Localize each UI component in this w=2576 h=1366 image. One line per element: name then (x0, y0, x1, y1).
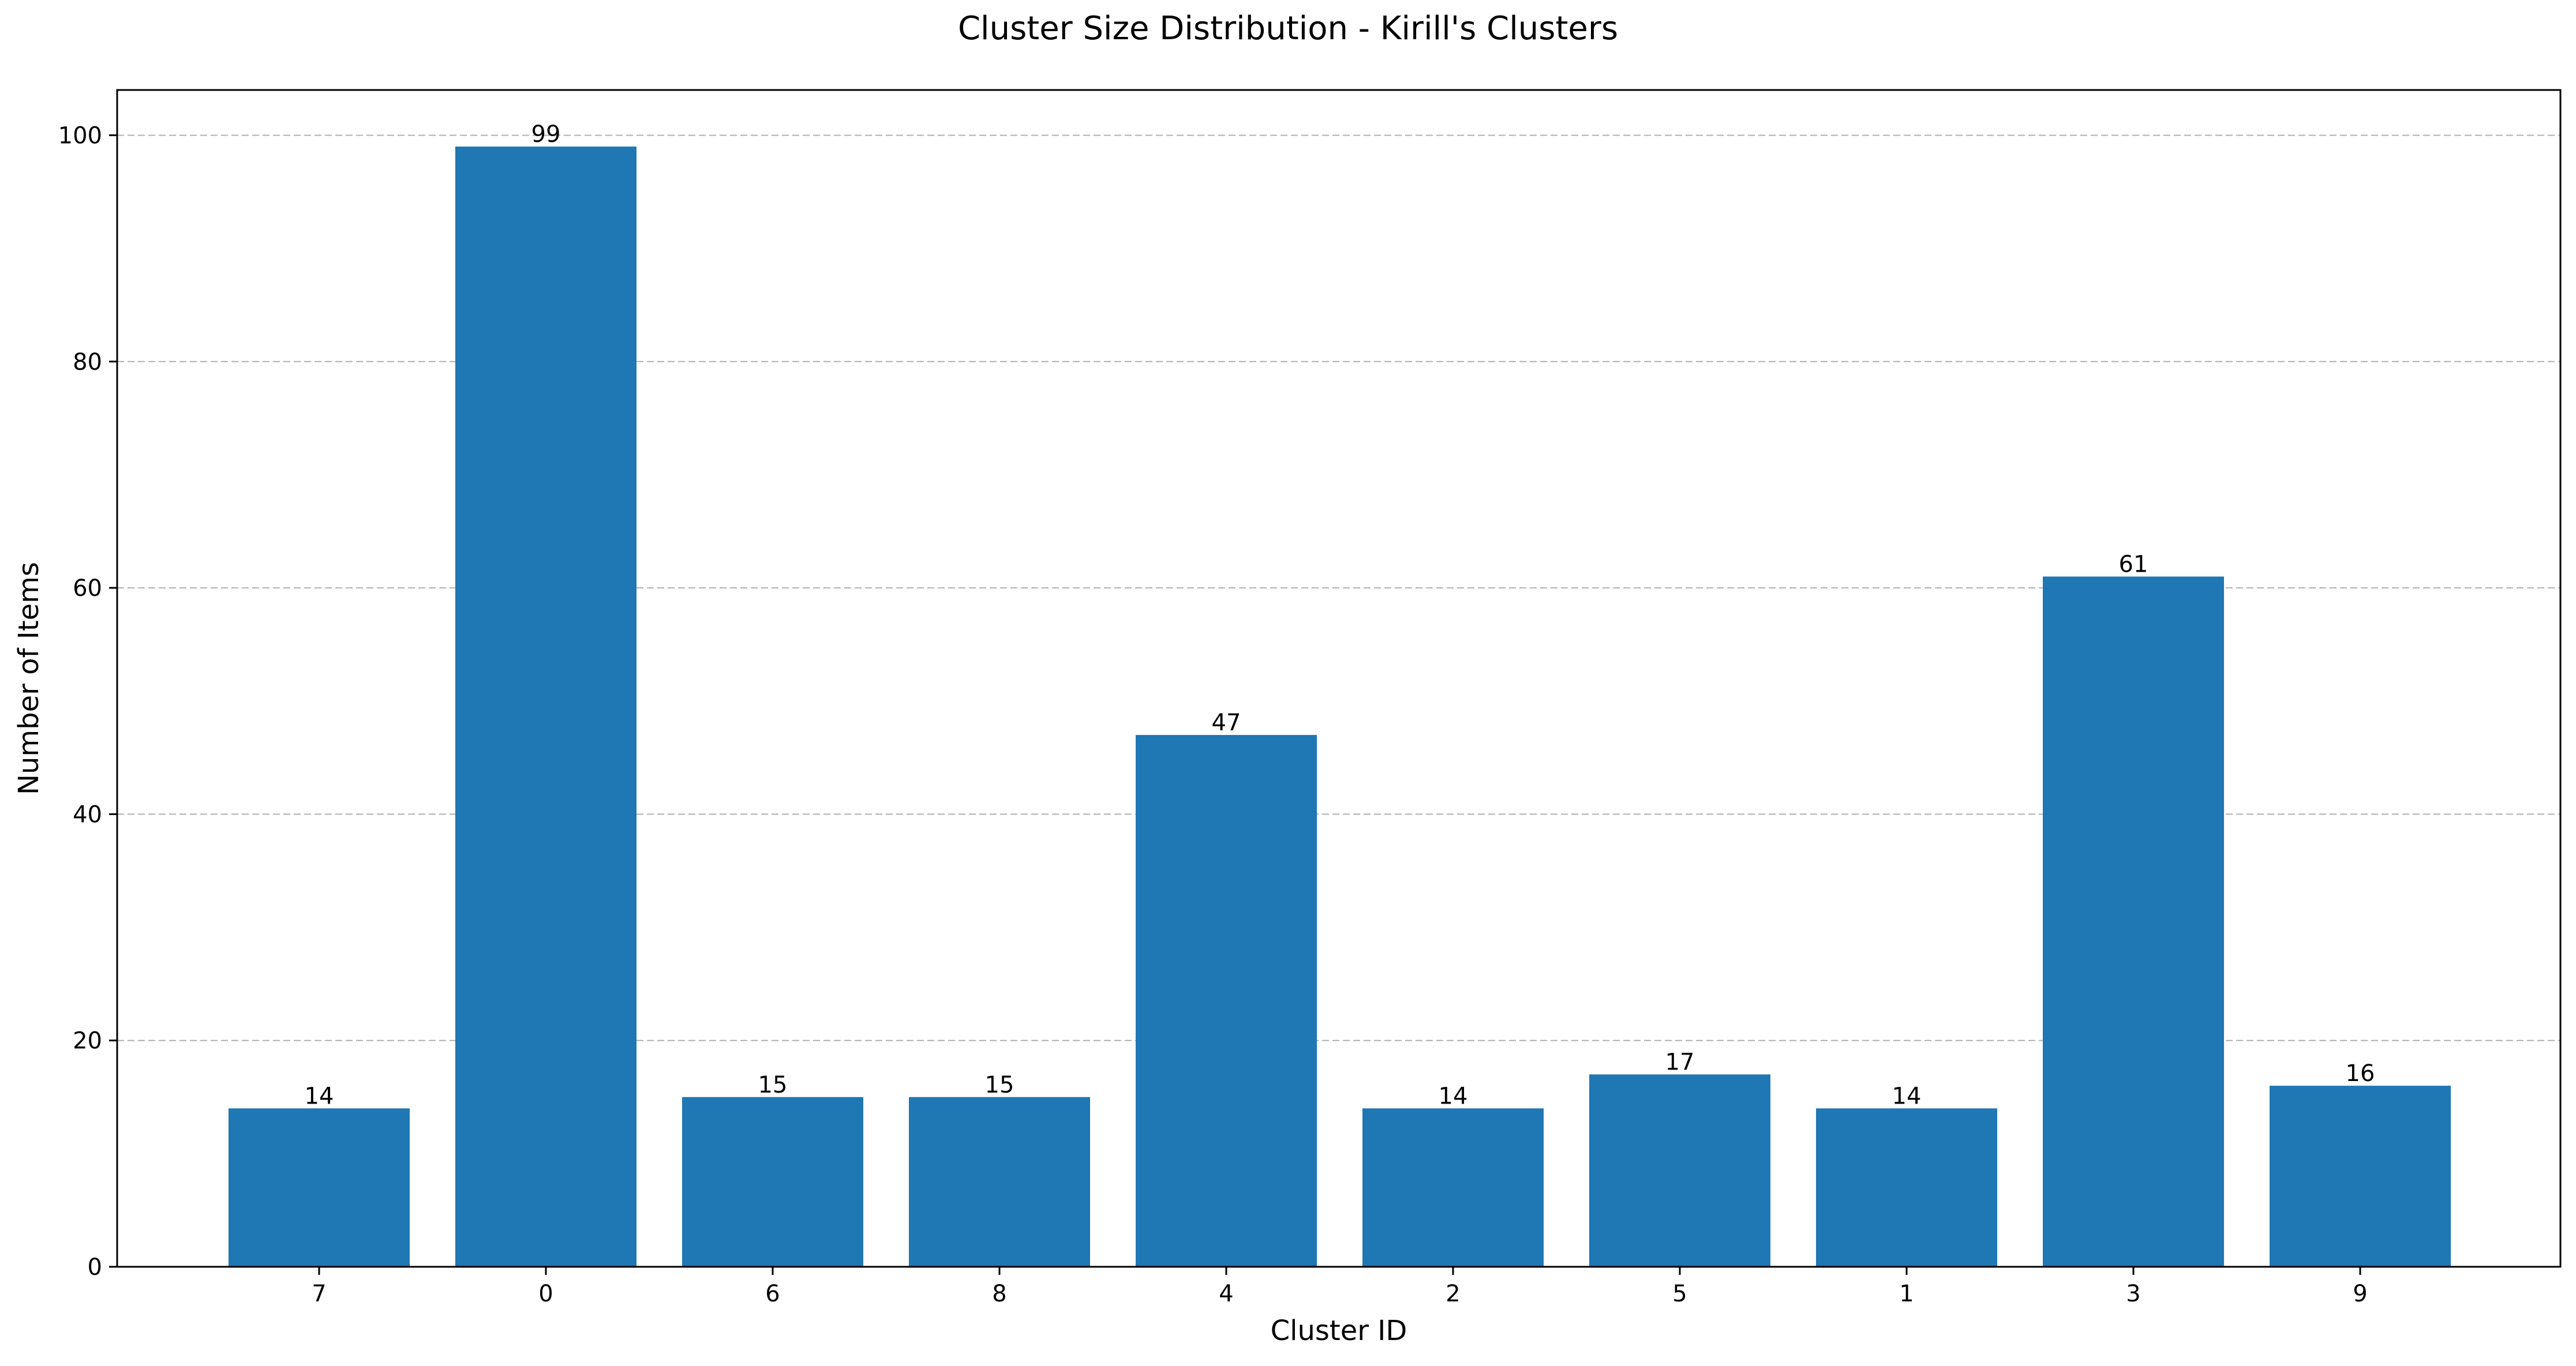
y-tick-label: 40 (73, 801, 102, 828)
plot-frame (116, 89, 2562, 1268)
x-tick-label: 6 (765, 1281, 780, 1307)
x-axis-label: Cluster ID (1271, 1315, 1407, 1347)
bar-cluster-1 (1816, 1108, 1997, 1267)
bar-value-label: 14 (1892, 1083, 1922, 1109)
y-tick-label: 20 (73, 1028, 102, 1054)
data-labels: 14 99 15 15 47 14 17 14 61 16 (305, 121, 2375, 1109)
x-tick-label: 4 (1219, 1281, 1233, 1307)
bar-cluster-7 (229, 1108, 410, 1267)
bar-value-label: 15 (985, 1072, 1014, 1098)
x-tick-label: 2 (1446, 1281, 1460, 1307)
bar-cluster-6 (682, 1097, 863, 1267)
bars (229, 147, 2451, 1267)
chart-title: Cluster Size Distribution - Kirill's Clu… (958, 10, 1618, 47)
bar-value-label: 14 (1439, 1083, 1468, 1109)
x-tick-label: 0 (538, 1281, 553, 1307)
y-axis-ticks: 0 20 40 60 80 100 (58, 122, 117, 1281)
bar-value-label: 15 (758, 1072, 788, 1098)
bar-cluster-4 (1136, 735, 1317, 1267)
x-tick-label: 5 (1672, 1281, 1687, 1307)
y-tick-label: 0 (88, 1254, 102, 1281)
bar-value-label: 61 (2119, 551, 2148, 577)
bar-value-label: 47 (1212, 710, 1241, 736)
x-tick-label: 9 (2353, 1281, 2367, 1307)
y-tick-label: 100 (58, 122, 102, 149)
x-tick-label: 3 (2126, 1281, 2140, 1307)
bar-cluster-9 (2270, 1086, 2451, 1267)
bar-cluster-0 (455, 147, 636, 1267)
x-tick-label: 8 (992, 1281, 1006, 1307)
y-tick-label: 60 (73, 575, 102, 602)
bar-value-label: 17 (1665, 1049, 1695, 1076)
bar-cluster-2 (1362, 1108, 1544, 1267)
bar-value-label: 14 (305, 1083, 334, 1109)
x-axis-ticks: 7 0 6 8 4 2 5 1 3 9 (312, 1267, 2368, 1307)
y-axis-label: Number of Items (13, 562, 45, 795)
x-tick-label: 1 (1899, 1281, 1914, 1307)
bar-cluster-5 (1589, 1074, 1770, 1267)
y-tick-label: 80 (73, 349, 102, 376)
bar-value-label: 16 (2346, 1060, 2375, 1087)
bar-cluster-3 (2043, 576, 2224, 1267)
bar-value-label: 99 (531, 121, 561, 148)
bar-cluster-8 (909, 1097, 1090, 1267)
x-tick-label: 7 (312, 1281, 326, 1307)
